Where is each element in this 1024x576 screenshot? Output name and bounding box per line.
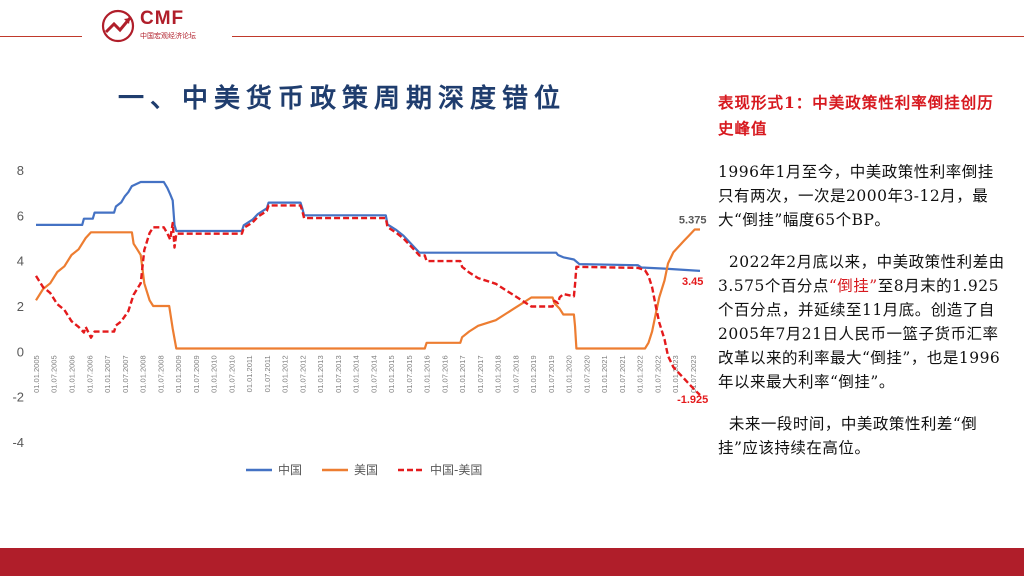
y-tick-label: 2 <box>17 299 24 314</box>
x-tick-label: 01.01.2020 <box>565 355 574 393</box>
x-tick-label: 01.01.2006 <box>68 355 77 393</box>
panel-paragraph-1: 1996年1月至今，中美政策性利率倒挂只有两次，一次是2000年3-12月，最大… <box>718 163 994 229</box>
data-label: 3.45 <box>682 276 703 288</box>
x-tick-label: 01.07.2009 <box>192 355 201 393</box>
y-tick-label: 6 <box>17 208 24 223</box>
x-tick-label: 01.07.2016 <box>440 355 449 393</box>
x-tick-label: 01.01.2014 <box>352 355 361 393</box>
x-tick-label: 01.01.2017 <box>458 355 467 393</box>
x-tick-label: 01.07.2014 <box>369 355 378 393</box>
x-tick-label: 01.01.2022 <box>636 355 645 393</box>
x-tick-label: 01.07.2021 <box>618 355 627 393</box>
y-tick-label: 4 <box>17 254 24 269</box>
x-tick-label: 01.07.2011 <box>263 355 272 392</box>
x-tick-label: 01.01.2023 <box>671 355 680 393</box>
x-tick-label: 01.01.2016 <box>423 355 432 393</box>
header-rule-right <box>232 36 1024 37</box>
x-tick-label: 01.07.2013 <box>334 355 343 393</box>
page-title: 一、中美货币政策周期深度错位 <box>118 84 567 114</box>
x-tick-label: 01.07.2017 <box>476 355 485 393</box>
x-tick-label: 01.01.2007 <box>103 355 112 393</box>
x-tick-label: 01.07.2008 <box>156 355 165 393</box>
header-rule-left <box>0 36 82 37</box>
x-tick-label: 01.01.2018 <box>494 355 503 393</box>
x-tick-label: 01.07.2012 <box>298 355 307 393</box>
panel-paragraph-2-a: 2022年2月底以来，中美政策性利差由3.575个百分点 <box>718 253 1005 295</box>
x-tick-label: 01.07.2022 <box>653 355 662 393</box>
x-tick-label: 01.01.2005 <box>32 355 41 393</box>
logo-mark-icon <box>101 9 135 43</box>
series-line-0 <box>36 180 701 272</box>
y-tick-label: -2 <box>12 390 24 405</box>
x-tick-label: 01.01.2021 <box>600 355 609 393</box>
x-tick-label: 01.01.2013 <box>316 355 325 393</box>
data-label: 5.375 <box>679 215 707 227</box>
x-tick-label: 01.07.2020 <box>582 355 591 393</box>
x-tick-label: 01.07.2018 <box>511 355 520 393</box>
legend-label: 中国 <box>278 462 302 477</box>
y-tick-label: 0 <box>17 344 24 359</box>
cmf-logo: CMF 中国宏观经济论坛 <box>100 6 228 46</box>
x-tick-label: 01.01.2010 <box>210 355 219 393</box>
series-line-1 <box>35 228 700 350</box>
x-tick-label: 01.01.2009 <box>174 355 183 393</box>
x-tick-label: 01.01.2012 <box>281 355 290 393</box>
y-tick-label: -4 <box>12 435 24 450</box>
legend-label: 中国-美国 <box>430 462 482 477</box>
panel-paragraph-2-highlight: “倒挂” <box>828 277 878 295</box>
legend-label: 美国 <box>354 463 378 477</box>
x-tick-label: 01.01.2015 <box>387 355 396 393</box>
x-tick-label: 01.07.2023 <box>689 355 698 393</box>
series-line-2 <box>34 204 701 396</box>
x-tick-label: 01.07.2015 <box>405 355 414 393</box>
panel-paragraph-2: 2022年2月底以来，中美政策性利差由3.575个百分点“倒挂”至8月末的1.9… <box>718 250 1008 394</box>
panel-heading: 表现形式1：中美政策性利率倒挂创历史峰值 <box>718 93 994 138</box>
logo-subtitle: 中国宏观经济论坛 <box>140 32 196 40</box>
x-tick-label: 01.07.2005 <box>50 355 59 393</box>
x-tick-label: 01.07.2006 <box>85 355 94 393</box>
x-tick-label: 01.07.2007 <box>121 355 130 393</box>
x-tick-label: 01.01.2019 <box>529 355 538 393</box>
footer-bar <box>0 548 1024 576</box>
text-panel: 表现形式1：中美政策性利率倒挂创历史峰值 1996年1月至今，中美政策性利率倒挂… <box>718 90 1008 478</box>
rate-chart: 8 6 4 2 0 -2 -4 01.01.2005 01.07.2005 01.01.2006 0… <box>12 163 708 477</box>
y-tick-label: 8 <box>17 163 24 178</box>
x-tick-label: 01.01.2011 <box>245 355 254 392</box>
panel-paragraph-3: 未来一段时间，中美政策性利差“倒挂”应该持续在高位。 <box>718 412 1008 460</box>
panel-paragraph-2-b: 至8月末的1.925个百分点，并延续至11月底。创造了自2005年7月21日人民… <box>718 277 1001 391</box>
panel-paragraph-3-text: 未来一段时间，中美政策性利差“倒挂”应该持续在高位。 <box>718 415 978 457</box>
x-tick-label: 01.07.2019 <box>547 355 556 393</box>
x-tick-label: 01.01.2008 <box>139 355 148 393</box>
data-label: -1.925 <box>677 394 708 406</box>
x-tick-label: 01.07.2010 <box>227 355 236 393</box>
logo-text: CMF <box>140 8 185 29</box>
